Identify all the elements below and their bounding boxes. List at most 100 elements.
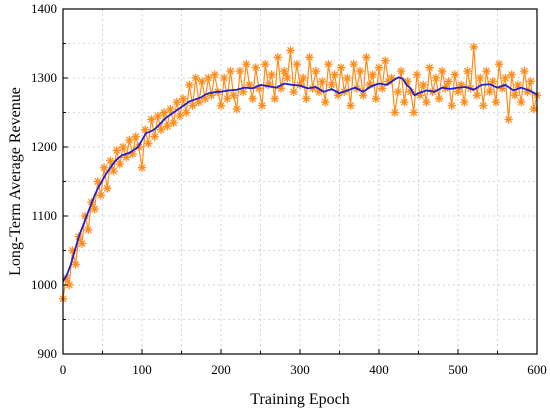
raw-revenue-point bbox=[235, 66, 245, 76]
raw-revenue-point bbox=[469, 42, 478, 52]
raw-revenue-point bbox=[400, 97, 409, 107]
grid bbox=[63, 9, 537, 354]
raw-revenue-point bbox=[185, 80, 194, 90]
raw-revenue-point bbox=[242, 60, 251, 69]
raw-revenue-point bbox=[482, 66, 491, 76]
raw-revenue-point bbox=[283, 73, 292, 83]
raw-revenue-point bbox=[491, 97, 501, 107]
tick-labels: 0 100 200 300 400 500 600 900 1000 1100 1200 1300 14… bbox=[31, 1, 547, 377]
raw-revenue-point bbox=[479, 101, 488, 110]
raw-revenue-point bbox=[261, 60, 270, 69]
raw-revenue-point bbox=[510, 91, 520, 100]
raw-revenue-point bbox=[286, 46, 295, 55]
raw-revenue-point bbox=[159, 108, 169, 117]
raw-revenue-point bbox=[131, 132, 140, 141]
raw-revenue-point bbox=[330, 70, 339, 79]
raw-revenue-point bbox=[438, 66, 447, 76]
raw-revenue-point bbox=[485, 87, 494, 96]
raw-revenue-point bbox=[219, 73, 229, 83]
raw-revenue-point bbox=[513, 80, 523, 90]
y-tick-label: 1200 bbox=[31, 139, 57, 154]
raw-revenue-point bbox=[507, 70, 516, 79]
raw-revenue-point bbox=[393, 87, 403, 96]
raw-revenue-point bbox=[419, 80, 428, 90]
raw-revenue-point bbox=[324, 60, 333, 69]
raw-revenue-point bbox=[529, 104, 539, 114]
raw-revenue-point bbox=[137, 163, 147, 172]
raw-revenue-point bbox=[223, 94, 232, 103]
raw-revenue-point bbox=[327, 80, 336, 90]
x-tick-label: 400 bbox=[369, 362, 389, 377]
raw-revenue-point bbox=[321, 97, 330, 107]
raw-revenue-point bbox=[302, 94, 311, 103]
raw-revenue-point bbox=[381, 56, 390, 65]
raw-revenue-point bbox=[453, 87, 463, 96]
raw-revenue-point bbox=[346, 101, 355, 110]
x-axis-title: Training Epoch bbox=[250, 391, 349, 408]
raw-revenue-point bbox=[106, 156, 115, 165]
y-tick-label: 1100 bbox=[31, 208, 57, 223]
raw-revenue-point bbox=[99, 163, 109, 172]
raw-revenue-point bbox=[229, 91, 238, 100]
raw-revenue-point bbox=[450, 70, 460, 79]
raw-revenue-point bbox=[460, 97, 469, 107]
raw-revenue-point bbox=[103, 184, 112, 193]
x-tick-label: 300 bbox=[290, 362, 310, 377]
y-tick-label: 1000 bbox=[31, 277, 57, 292]
raw-revenue-point bbox=[298, 73, 308, 83]
raw-revenue-point bbox=[444, 77, 453, 86]
raw-revenue-point bbox=[147, 115, 156, 124]
raw-revenue-point bbox=[472, 91, 482, 100]
raw-revenue-point bbox=[125, 135, 134, 145]
raw-revenue-point bbox=[431, 73, 441, 83]
raw-revenue-point bbox=[232, 104, 241, 114]
axis-ticks bbox=[62, 8, 538, 355]
raw-revenue-point bbox=[65, 280, 74, 290]
raw-revenue-point bbox=[463, 66, 472, 76]
raw-revenue-point bbox=[204, 73, 213, 83]
raw-revenue-point bbox=[409, 108, 418, 117]
raw-revenue-point bbox=[109, 166, 118, 176]
raw-revenue-point bbox=[238, 87, 248, 96]
x-tick-label: 500 bbox=[448, 362, 468, 377]
raw-revenue-point bbox=[425, 63, 434, 72]
y-tick-label: 900 bbox=[38, 346, 58, 361]
raw-revenue-point bbox=[520, 66, 529, 76]
raw-revenue-point bbox=[153, 111, 162, 121]
raw-revenue-point bbox=[178, 94, 188, 103]
raw-revenue-point bbox=[163, 122, 172, 131]
raw-revenue-point bbox=[216, 101, 226, 110]
series-layer bbox=[58, 42, 542, 303]
raw-revenue-point bbox=[289, 87, 298, 96]
raw-revenue-point bbox=[118, 142, 128, 152]
raw-revenue-point bbox=[84, 225, 93, 234]
raw-revenue-point bbox=[175, 111, 185, 121]
raw-revenue-point bbox=[156, 125, 166, 134]
raw-revenue-point bbox=[504, 115, 513, 124]
raw-revenue-point bbox=[355, 66, 365, 76]
raw-revenue-point bbox=[169, 118, 178, 128]
raw-revenue-point bbox=[475, 73, 485, 83]
raw-revenue-point bbox=[166, 104, 175, 114]
raw-revenue-point bbox=[317, 77, 327, 86]
raw-revenue-point bbox=[267, 70, 276, 79]
raw-revenue-point bbox=[494, 60, 504, 69]
raw-revenue-point bbox=[280, 66, 289, 76]
raw-revenue-point bbox=[359, 91, 368, 100]
raw-revenue-point bbox=[371, 94, 381, 103]
y-tick-label: 1400 bbox=[31, 1, 57, 16]
raw-revenue-point bbox=[447, 101, 456, 110]
y-axis-title: Long-Term Average Revenue bbox=[7, 87, 24, 276]
x-tick-label: 200 bbox=[211, 362, 231, 377]
raw-revenue-point bbox=[270, 94, 279, 103]
raw-revenue-point bbox=[172, 97, 181, 107]
raw-revenue-point bbox=[273, 53, 283, 62]
smoothed-revenue-line bbox=[62, 76, 538, 282]
raw-revenue-point bbox=[197, 77, 207, 86]
raw-revenue-point bbox=[194, 97, 204, 107]
x-tick-label: 100 bbox=[132, 362, 152, 377]
raw-revenue-point bbox=[115, 160, 125, 169]
raw-revenue-point bbox=[349, 60, 358, 69]
